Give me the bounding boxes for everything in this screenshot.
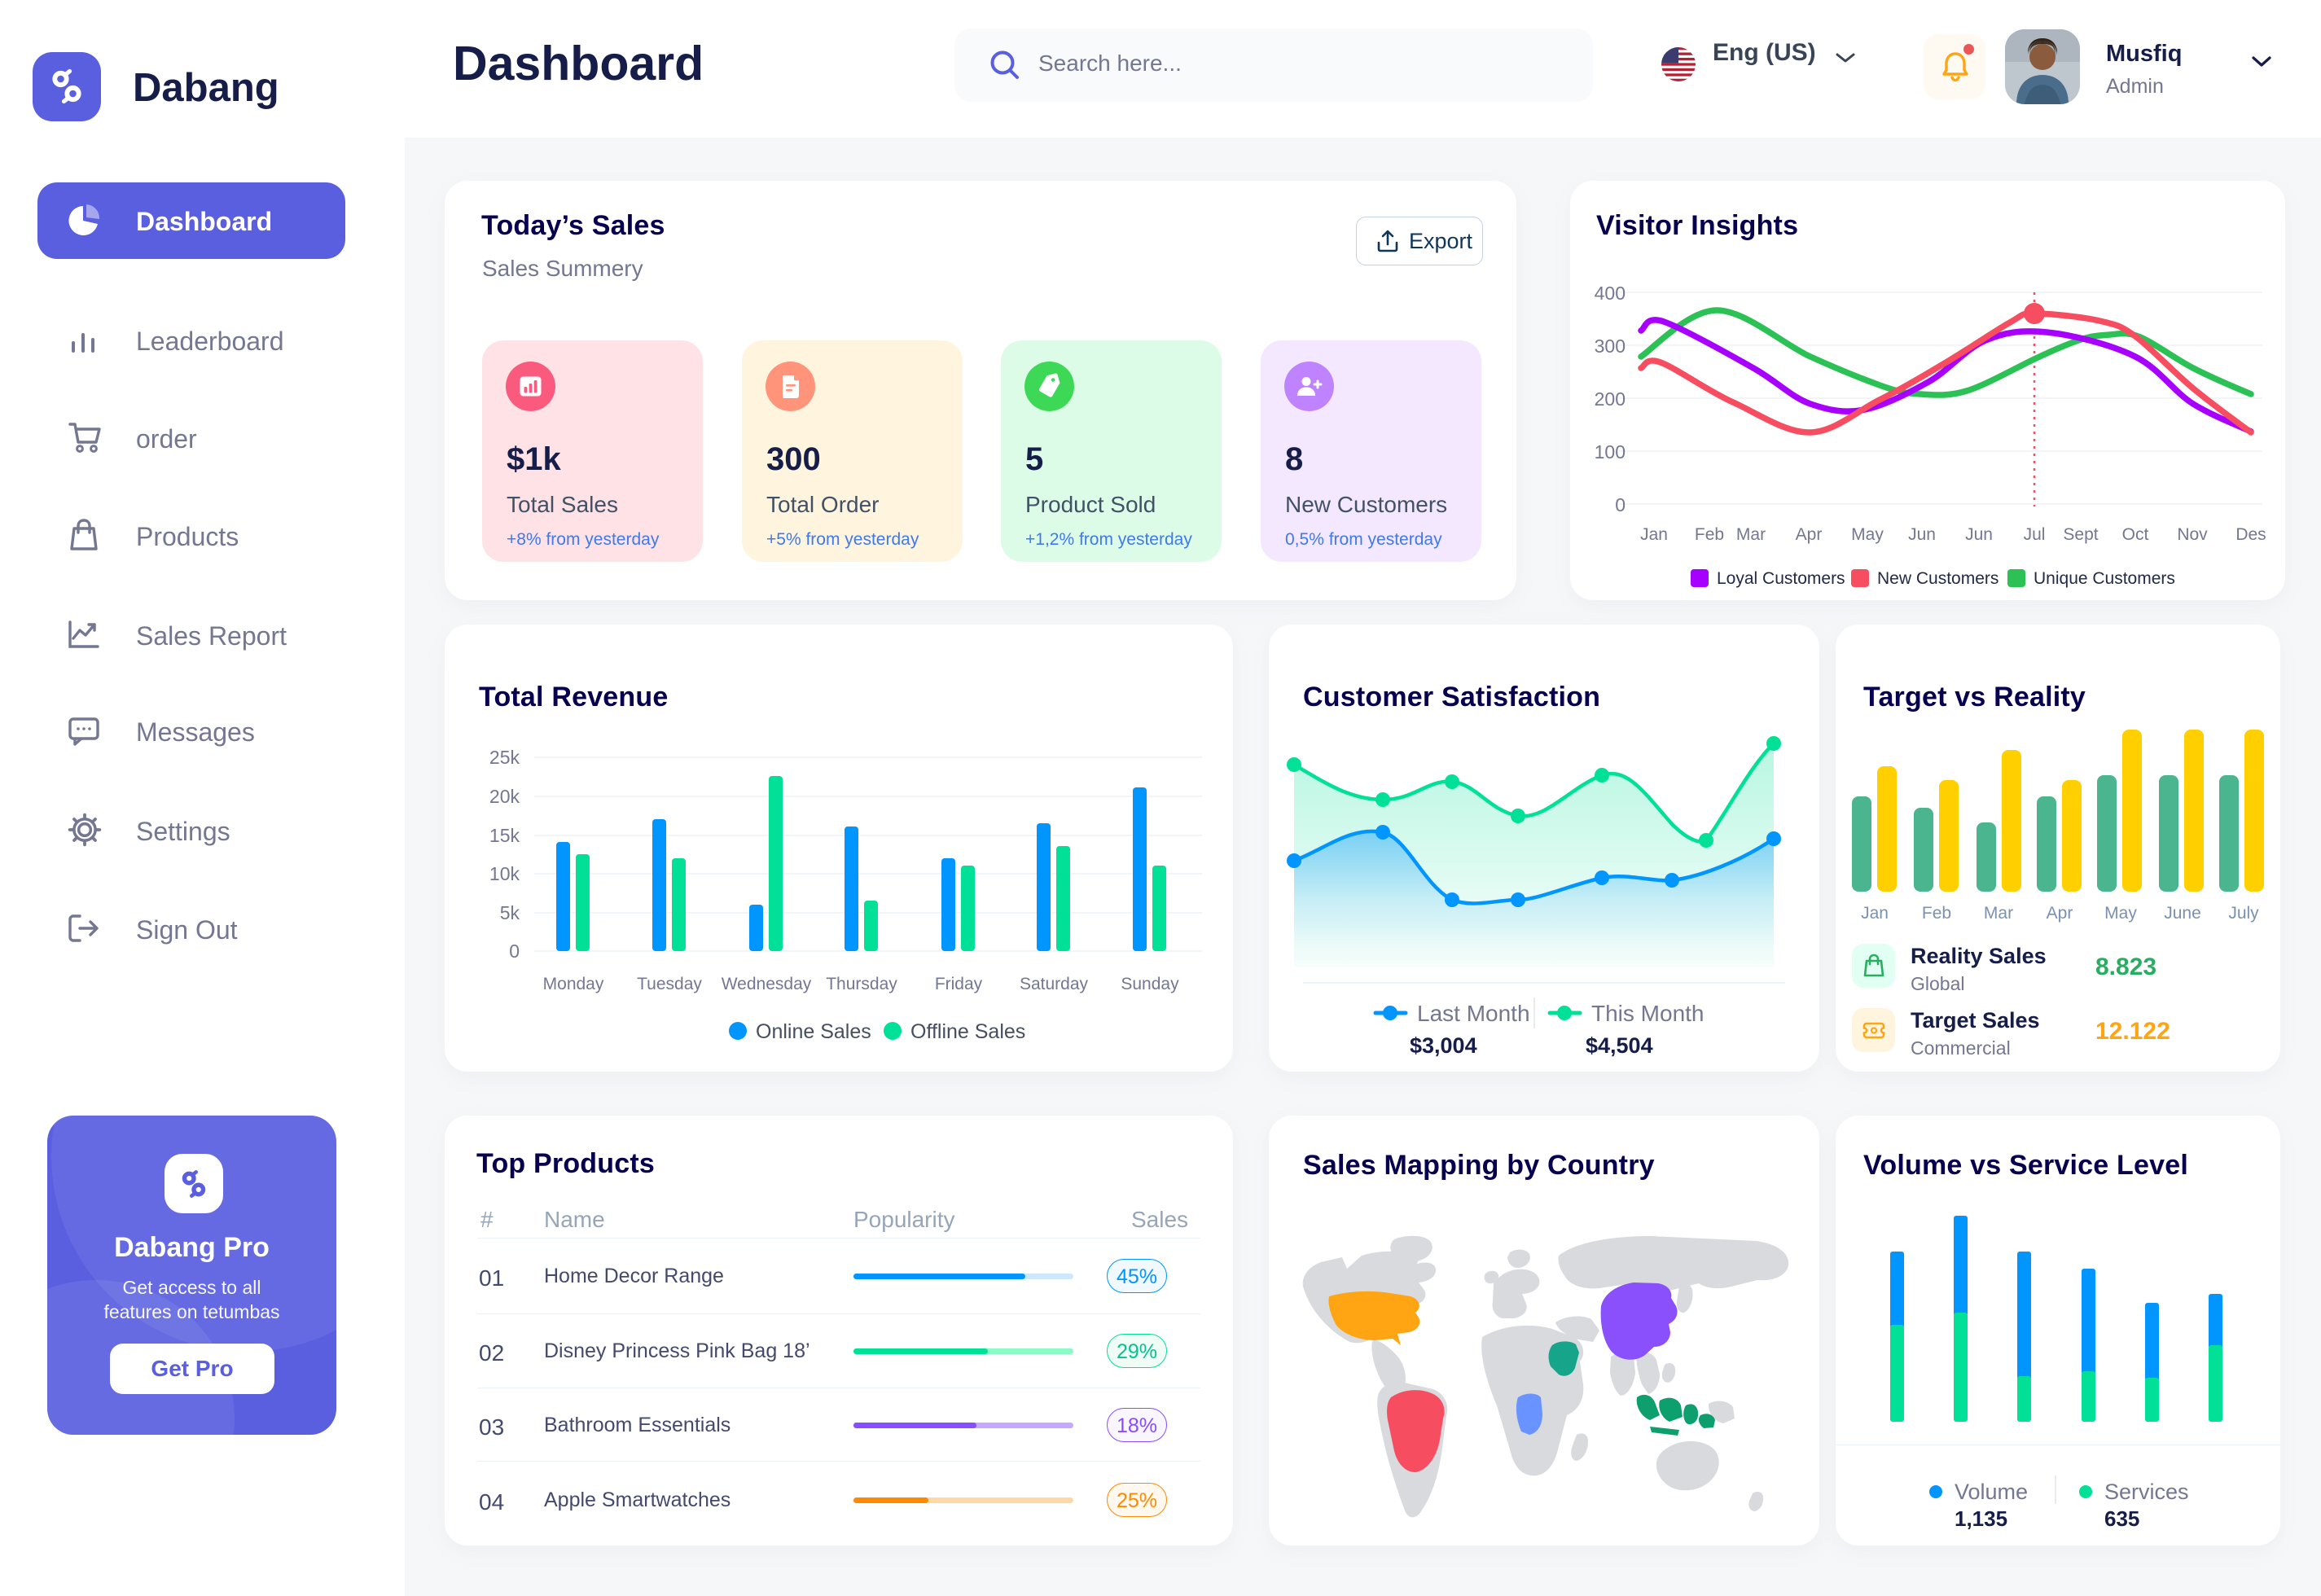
svg-text:0: 0 xyxy=(1615,494,1626,515)
svg-text:Saturday: Saturday xyxy=(1020,975,1089,993)
svg-text:June: June xyxy=(2164,904,2201,923)
svg-text:300: 300 xyxy=(1595,335,1626,357)
svg-text:Volume: Volume xyxy=(1955,1480,2028,1504)
svg-text:Mar: Mar xyxy=(1736,525,1766,544)
svg-text:Jun: Jun xyxy=(1908,525,1936,544)
svg-text:25k: 25k xyxy=(489,747,520,768)
svg-text:1,135: 1,135 xyxy=(1955,1506,2007,1531)
svg-text:Friday: Friday xyxy=(935,975,983,993)
svg-text:Loyal Customers: Loyal Customers xyxy=(1717,569,1845,588)
svg-text:Des: Des xyxy=(2235,525,2266,544)
svg-text:Thursday: Thursday xyxy=(826,975,897,993)
svg-text:Jul: Jul xyxy=(2024,525,2046,544)
svg-text:Wednesday: Wednesday xyxy=(722,975,812,993)
svg-text:400: 400 xyxy=(1595,283,1626,304)
svg-text:$3,004: $3,004 xyxy=(1410,1033,1477,1058)
svg-text:5k: 5k xyxy=(500,902,520,923)
svg-text:Unique Customers: Unique Customers xyxy=(2034,569,2175,588)
svg-text:Services: Services xyxy=(2104,1480,2189,1504)
svg-text:20k: 20k xyxy=(489,786,520,807)
svg-text:July: July xyxy=(2228,904,2259,923)
svg-text:$4,504: $4,504 xyxy=(1586,1033,1653,1058)
svg-text:Last Month: Last Month xyxy=(1417,1001,1530,1026)
svg-text:15k: 15k xyxy=(489,825,520,846)
svg-text:Apr: Apr xyxy=(2047,904,2073,923)
svg-text:Nov: Nov xyxy=(2177,525,2208,544)
svg-text:200: 200 xyxy=(1595,388,1626,410)
svg-text:Online Sales: Online Sales xyxy=(756,1020,871,1043)
svg-text:Apr: Apr xyxy=(1796,525,1823,544)
svg-text:May: May xyxy=(1851,525,1884,544)
svg-text:Feb: Feb xyxy=(1695,525,1724,544)
svg-text:100: 100 xyxy=(1595,441,1626,463)
svg-text:Monday: Monday xyxy=(543,975,604,993)
svg-text:Jun: Jun xyxy=(1965,525,1993,544)
svg-text:Oct: Oct xyxy=(2122,525,2149,544)
svg-text:Jan: Jan xyxy=(1640,525,1668,544)
svg-text:Mar: Mar xyxy=(1984,904,2013,923)
svg-text:Tuesday: Tuesday xyxy=(637,975,702,993)
svg-text:Feb: Feb xyxy=(1922,904,1951,923)
svg-text:Jan: Jan xyxy=(1861,904,1889,923)
svg-text:New Customers: New Customers xyxy=(1877,569,1999,588)
svg-text:May: May xyxy=(2104,904,2137,923)
svg-text:10k: 10k xyxy=(489,863,520,884)
svg-text:Sunday: Sunday xyxy=(1121,975,1179,993)
svg-text:635: 635 xyxy=(2104,1506,2139,1531)
svg-text:This Month: This Month xyxy=(1591,1001,1705,1026)
svg-text:0: 0 xyxy=(509,940,520,962)
svg-text:Sept: Sept xyxy=(2063,525,2098,544)
svg-text:Offline Sales: Offline Sales xyxy=(910,1020,1025,1043)
